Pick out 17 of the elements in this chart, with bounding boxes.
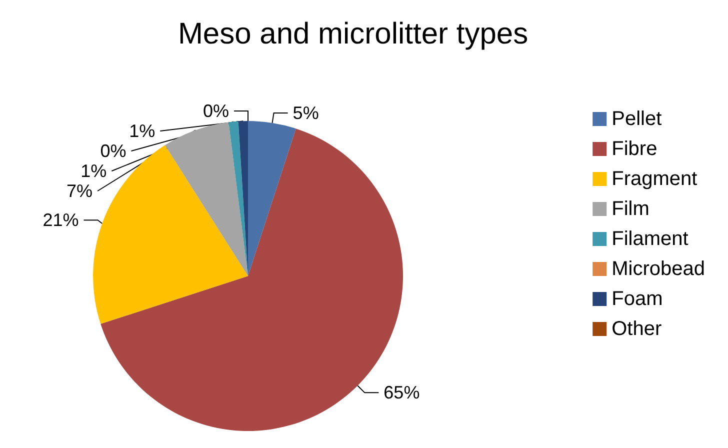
text: 0% bbox=[202, 101, 229, 121]
data-label: 21% bbox=[42, 210, 79, 230]
legend-label: Microbead bbox=[612, 258, 706, 280]
legend-label: Filament bbox=[612, 228, 689, 250]
legend-label: Fibre bbox=[612, 138, 658, 160]
text: 0% bbox=[100, 141, 126, 161]
data-label: 1% bbox=[129, 121, 156, 141]
data-label: 1% bbox=[80, 161, 107, 181]
legend-label: Fragment bbox=[612, 168, 698, 190]
data-label: 65% bbox=[384, 382, 420, 403]
data-label: 5% bbox=[292, 103, 319, 124]
legend-label: Pellet bbox=[612, 108, 662, 130]
legend-label: Film bbox=[612, 198, 650, 220]
data-label: 7% bbox=[66, 181, 93, 201]
legend-label: Other bbox=[612, 318, 662, 340]
legend-label: Foam bbox=[612, 288, 663, 310]
chart-title: Meso and microlitter types bbox=[178, 18, 528, 50]
